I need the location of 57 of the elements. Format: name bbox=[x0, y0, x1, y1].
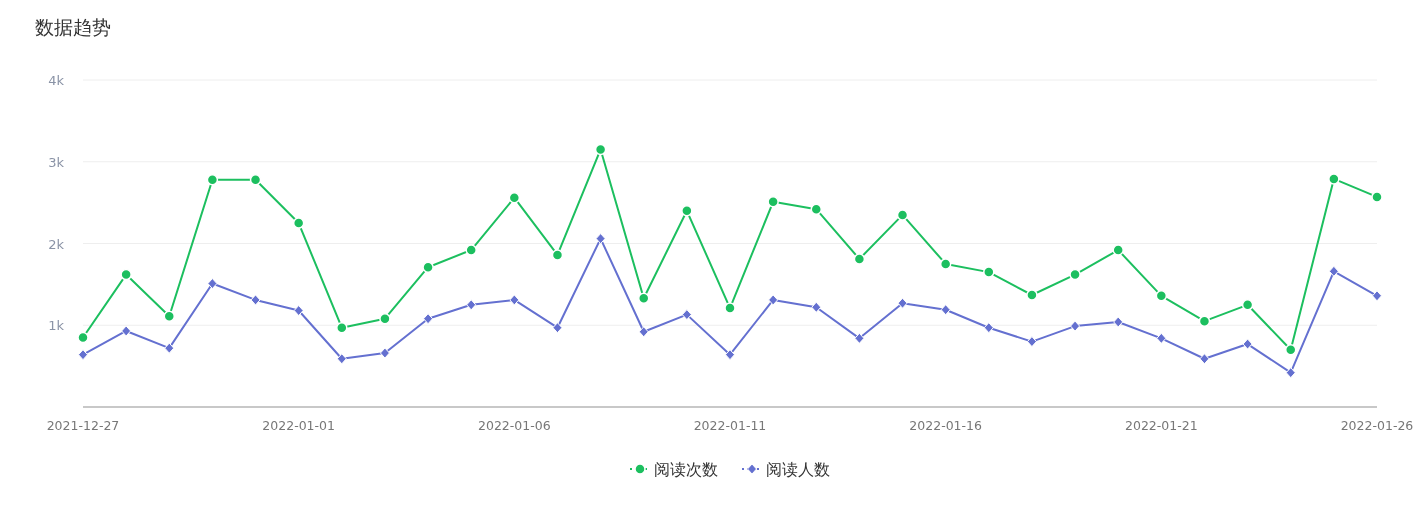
point bbox=[854, 332, 865, 344]
y-tick-label: 4k bbox=[48, 73, 65, 88]
point bbox=[1026, 289, 1038, 301]
point bbox=[983, 322, 994, 334]
point bbox=[1328, 265, 1339, 277]
point bbox=[1285, 367, 1296, 379]
x-tick-label: 2022-01-11 bbox=[693, 418, 767, 433]
point bbox=[983, 266, 995, 278]
point bbox=[78, 349, 88, 361]
point bbox=[1112, 244, 1124, 256]
point bbox=[207, 278, 218, 290]
point bbox=[681, 205, 693, 217]
point bbox=[379, 347, 390, 359]
legend-label: 阅读次数 bbox=[654, 460, 718, 479]
point bbox=[466, 299, 477, 311]
point bbox=[725, 349, 735, 361]
x-tick-label: 2022-01-16 bbox=[909, 418, 983, 433]
point bbox=[552, 322, 563, 334]
point bbox=[1328, 173, 1340, 185]
y-tick-label: 3k bbox=[48, 154, 65, 170]
point bbox=[940, 304, 951, 316]
chart-title: 数据趋势 bbox=[35, 16, 111, 38]
point bbox=[811, 301, 822, 313]
point bbox=[121, 325, 132, 337]
point bbox=[638, 326, 649, 338]
point bbox=[336, 353, 347, 365]
point bbox=[724, 302, 736, 314]
point bbox=[164, 342, 175, 354]
x-tick-label: 2021-12-27 bbox=[46, 418, 120, 433]
x-tick-label: 2022-01-26 bbox=[1340, 418, 1414, 433]
x-tick-label: 2022-01-21 bbox=[1125, 418, 1198, 433]
y-tick-label: 2k bbox=[48, 236, 65, 252]
point bbox=[1113, 316, 1124, 328]
point bbox=[1199, 353, 1210, 365]
legend-label: 阅读人数 bbox=[766, 460, 830, 479]
point bbox=[120, 268, 132, 281]
y-tick-label: 1k bbox=[48, 318, 65, 334]
point bbox=[293, 305, 304, 317]
point bbox=[250, 294, 261, 306]
point bbox=[1242, 338, 1253, 350]
point bbox=[465, 244, 477, 256]
point bbox=[767, 196, 779, 208]
point bbox=[1070, 320, 1081, 332]
point bbox=[1026, 336, 1037, 348]
point bbox=[768, 294, 779, 306]
point bbox=[423, 313, 434, 325]
point bbox=[1371, 191, 1383, 203]
point bbox=[1241, 299, 1254, 311]
point bbox=[1156, 332, 1167, 344]
point bbox=[509, 294, 520, 306]
x-tick-label: 2022-01-01 bbox=[262, 418, 335, 433]
point bbox=[422, 261, 434, 273]
point bbox=[897, 297, 908, 309]
point bbox=[681, 309, 692, 321]
x-tick-label: 2022-01-06 bbox=[478, 418, 551, 433]
point bbox=[595, 233, 606, 245]
point bbox=[1372, 290, 1382, 302]
